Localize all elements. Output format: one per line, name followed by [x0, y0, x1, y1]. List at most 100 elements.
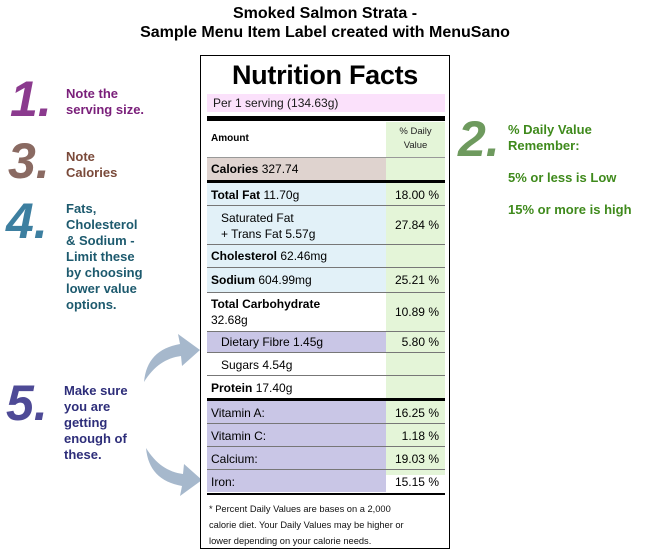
thick-divider	[207, 398, 445, 401]
protein-label: Protein	[211, 381, 253, 395]
note-5-line4: enough of	[64, 431, 127, 446]
fibre-label: Dietary Fibre 1.45g	[221, 335, 324, 349]
vitamin-c-pct: 1.18 %	[401, 429, 439, 443]
protein-value: 17.40g	[255, 381, 293, 395]
note-5-line3: getting	[64, 415, 108, 430]
calories-row: Calories 327.74	[207, 158, 445, 180]
vitamin-a-row: Vitamin A: 16.25 %	[207, 401, 445, 423]
cholesterol-row: Cholesterol 62.46mg	[207, 245, 445, 267]
nutrition-facts-title: Nutrition Facts	[231, 60, 418, 90]
carbohydrate-label: Total Carbohydrate	[211, 297, 321, 311]
note-5-line1: Make sure	[64, 383, 128, 398]
note-4-line1: Fats,	[66, 201, 97, 216]
fibre-pct: 5.80 %	[401, 335, 439, 349]
footnote-line1: * Percent Daily Values are bases on a 2,…	[209, 504, 391, 514]
vitamin-c-label: Vitamin C:	[211, 429, 267, 443]
divider	[207, 157, 445, 158]
vitamin-c-row: Vitamin C: 1.18 %	[207, 424, 445, 446]
sodium-value: 604.99mg	[258, 273, 312, 287]
footnote: * Percent Daily Values are bases on a 2,…	[209, 501, 445, 549]
curved-arrow-down-icon	[146, 448, 202, 496]
note-4-line6: lower value	[66, 281, 137, 296]
sugars-label: Sugars 4.54g	[221, 358, 293, 372]
sugars-row: Sugars 4.54g	[207, 353, 445, 375]
iron-label: Iron:	[211, 475, 236, 489]
saturated-fat-line2: + Trans Fat 5.57g	[221, 227, 316, 241]
carbohydrate-value: 32.68g	[211, 313, 248, 327]
divider	[207, 244, 445, 245]
header-pct-line1: % Daily	[399, 126, 432, 137]
note-4-line7: options.	[66, 297, 117, 312]
page-title-line1: Smoked Salmon Strata -	[232, 5, 418, 22]
saturated-fat-line1: Saturated Fat	[221, 211, 294, 225]
sodium-label: Sodium	[211, 273, 255, 287]
total-fat-label: Total Fat	[211, 188, 261, 202]
header-row: Amount % Daily Value	[207, 122, 445, 157]
divider	[207, 352, 445, 353]
vitamin-a-label: Vitamin A:	[211, 406, 265, 420]
carbohydrate-pct: 10.89 %	[394, 305, 439, 319]
note-4-line2: Cholesterol	[66, 217, 138, 232]
serving-size: Per 1 serving (134.63g)	[207, 94, 445, 112]
note-2-text: % Daily Value Remember: 5% or less is Lo…	[508, 122, 632, 218]
footnote-line2: calorie diet. Your Daily Values may be h…	[209, 520, 404, 530]
calories-value: 327.74	[261, 162, 299, 176]
note-4-text: Fats, Cholesterol & Sodium - Limit these…	[66, 201, 143, 313]
header-amount: Amount	[211, 133, 249, 144]
page-title: Smoked Salmon Strata - Sample Menu Item …	[0, 4, 650, 42]
calories-label: Calories	[211, 162, 259, 176]
divider	[207, 423, 445, 424]
note-1-number: 1.	[10, 71, 52, 127]
thick-divider	[207, 180, 445, 183]
nutrition-facts-label: Nutrition Facts Per 1 serving (134.63g) …	[200, 55, 450, 549]
header-daily-value: % Daily Value	[386, 125, 445, 153]
note-4-line5: by choosing	[66, 265, 143, 280]
thick-divider	[207, 116, 445, 121]
fibre-row: Dietary Fibre 1.45g 5.80 %	[207, 332, 445, 352]
note-4-line3: & Sodium -	[66, 233, 135, 248]
note-2-line1: % Daily Value	[508, 122, 592, 137]
carbohydrate-row: Total Carbohydrate 32.68g 10.89 %	[207, 293, 445, 331]
vitamin-a-pct: 16.25 %	[394, 406, 439, 420]
total-fat-row: Total Fat 11.70g 18.00 %	[207, 183, 445, 205]
note-4-line4: Limit these	[66, 249, 135, 264]
divider	[207, 292, 445, 293]
calcium-label: Calcium:	[211, 452, 258, 466]
divider	[207, 331, 445, 332]
note-5-line5: these.	[64, 447, 102, 462]
note-3-text: Note Calories	[66, 149, 117, 181]
divider	[207, 267, 445, 268]
calcium-row: Calcium: 19.03 %	[207, 447, 445, 469]
protein-row: Protein 17.40g	[207, 376, 445, 398]
note-2-line2: Remember:	[508, 138, 580, 153]
saturated-fat-pct: 27.84 %	[394, 218, 439, 232]
note-5-text: Make sure you are getting enough of thes…	[64, 383, 128, 463]
total-fat-value: 11.70g	[263, 188, 300, 202]
note-2-line4: 15% or more is high	[508, 202, 632, 217]
footnote-line3: lower depending on your calorie needs.	[209, 536, 372, 546]
note-5-number: 5.	[6, 375, 48, 431]
divider	[207, 469, 445, 470]
divider	[207, 375, 445, 376]
note-4-number: 4.	[6, 193, 48, 249]
iron-pct: 15.15 %	[394, 475, 439, 489]
curved-arrow-up-icon	[144, 334, 200, 382]
divider	[207, 446, 445, 447]
iron-row: Iron: 15.15 %	[207, 470, 445, 492]
thick-divider	[207, 493, 445, 495]
total-fat-pct: 18.00 %	[394, 188, 439, 202]
calcium-pct: 19.03 %	[394, 452, 439, 466]
sodium-pct: 25.21 %	[394, 273, 439, 287]
cholesterol-label: Cholesterol	[211, 249, 278, 263]
note-2-line3: 5% or less is Low	[508, 170, 617, 185]
page-title-line2: Sample Menu Item Label created with Menu…	[140, 24, 510, 41]
note-5-line2: you are	[64, 399, 111, 414]
cholesterol-value: 62.46mg	[280, 249, 328, 263]
note-1-text: Note the serving size.	[66, 86, 144, 118]
divider	[207, 205, 445, 206]
sodium-row: Sodium 604.99mg 25.21 %	[207, 268, 445, 292]
note-3-line2: Calories	[66, 165, 118, 180]
note-3-line1: Note	[66, 149, 95, 164]
note-3-number: 3.	[8, 133, 50, 189]
header-pct-line2: Value	[403, 140, 428, 151]
